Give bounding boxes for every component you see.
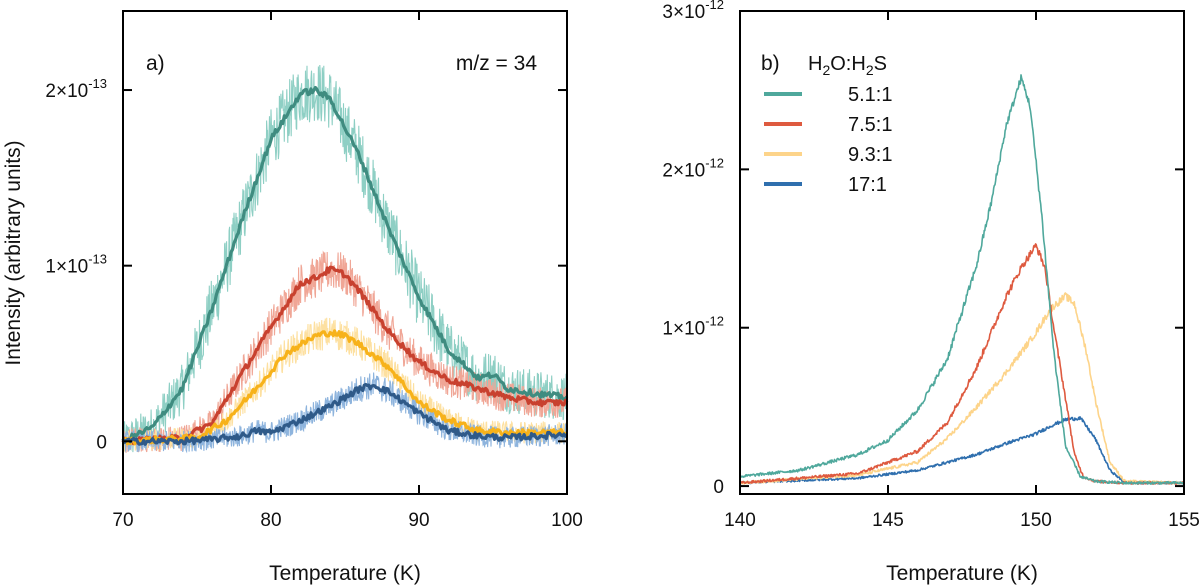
panel-b-y-tick-label: 3×10-12 bbox=[662, 0, 724, 23]
panel-a-y-tick-label: 2×10-13 bbox=[45, 76, 107, 102]
series-7.5:1-raw bbox=[122, 250, 568, 453]
panel-b-y-tick-label: 1×10-12 bbox=[662, 314, 724, 340]
panel-a-x-tick-label: 90 bbox=[408, 510, 429, 531]
panel-b-x-axis-label: Temperature (K) bbox=[886, 562, 1038, 585]
panel-b-series bbox=[739, 74, 1185, 485]
panel-b-x-tick-label: 155 bbox=[1168, 510, 1200, 531]
series-5.1:1 bbox=[739, 74, 1185, 485]
panel-a: 70 80 90 100 0 1×10-13 2×10-13 a) m/z = 34 Tem… bbox=[2, 10, 583, 585]
panel-a-x-tick-label: 80 bbox=[260, 510, 281, 531]
panel-a-x-axis-label: Temperature (K) bbox=[269, 562, 421, 585]
series-5.1:1-raw bbox=[122, 64, 568, 453]
panel-b-y-tick-label: 2×10-12 bbox=[662, 155, 724, 181]
legend-label-5.1:1: 5.1:1 bbox=[848, 84, 892, 106]
panel-a-x-tick-label: 100 bbox=[551, 510, 583, 531]
panel-b-x-tick-label: 150 bbox=[1020, 510, 1052, 531]
panel-b-x-tick-label: 140 bbox=[724, 510, 756, 531]
panel-a-x-tick-label: 70 bbox=[112, 510, 133, 531]
series-7.5:1 bbox=[739, 243, 1185, 485]
legend-label-7.5:1: 7.5:1 bbox=[848, 114, 892, 136]
panel-a-frame bbox=[122, 10, 568, 495]
panel-b: 140 145 150 155 0 1×10-12 2×10-12 3×10-12 b) H2… bbox=[662, 0, 1199, 585]
panel-a-y-tick-label: 0 bbox=[96, 432, 107, 453]
panel-b-y-tick-label: 0 bbox=[713, 477, 724, 498]
panel-b-tag: b) bbox=[761, 52, 780, 75]
panel-b-ticks: 140 145 150 155 0 1×10-12 2×10-12 3×10-12 bbox=[662, 0, 1199, 531]
series-9.3:1 bbox=[739, 292, 1185, 485]
legend-label-9.3:1: 9.3:1 bbox=[848, 144, 892, 166]
series-9.3:1-raw bbox=[122, 317, 568, 452]
panel-a-annotation: m/z = 34 bbox=[456, 52, 537, 75]
panel-a-y-axis-label: Intensity (arbitrary units) bbox=[2, 140, 25, 365]
series-7.5:1-smoothed bbox=[121, 265, 569, 446]
panel-a-smoothed-series bbox=[121, 85, 569, 446]
legend-label-17:1: 17:1 bbox=[848, 174, 887, 196]
series-17:1 bbox=[739, 416, 1185, 485]
panel-b-frame bbox=[739, 10, 1185, 495]
panel-a-y-tick-label: 1×10-13 bbox=[45, 252, 107, 278]
legend: 5.1:1 7.5:1 9.3:1 17:1 bbox=[764, 84, 892, 196]
series-5.1:1-smoothed bbox=[122, 85, 569, 444]
series-17:1-smoothed bbox=[121, 382, 568, 446]
panel-b-x-tick-label: 145 bbox=[872, 510, 904, 531]
legend-title: H2O:H2S bbox=[808, 53, 887, 78]
panel-a-ticks: 70 80 90 100 0 1×10-13 2×10-13 bbox=[45, 11, 583, 531]
panel-a-tag: a) bbox=[146, 52, 165, 75]
